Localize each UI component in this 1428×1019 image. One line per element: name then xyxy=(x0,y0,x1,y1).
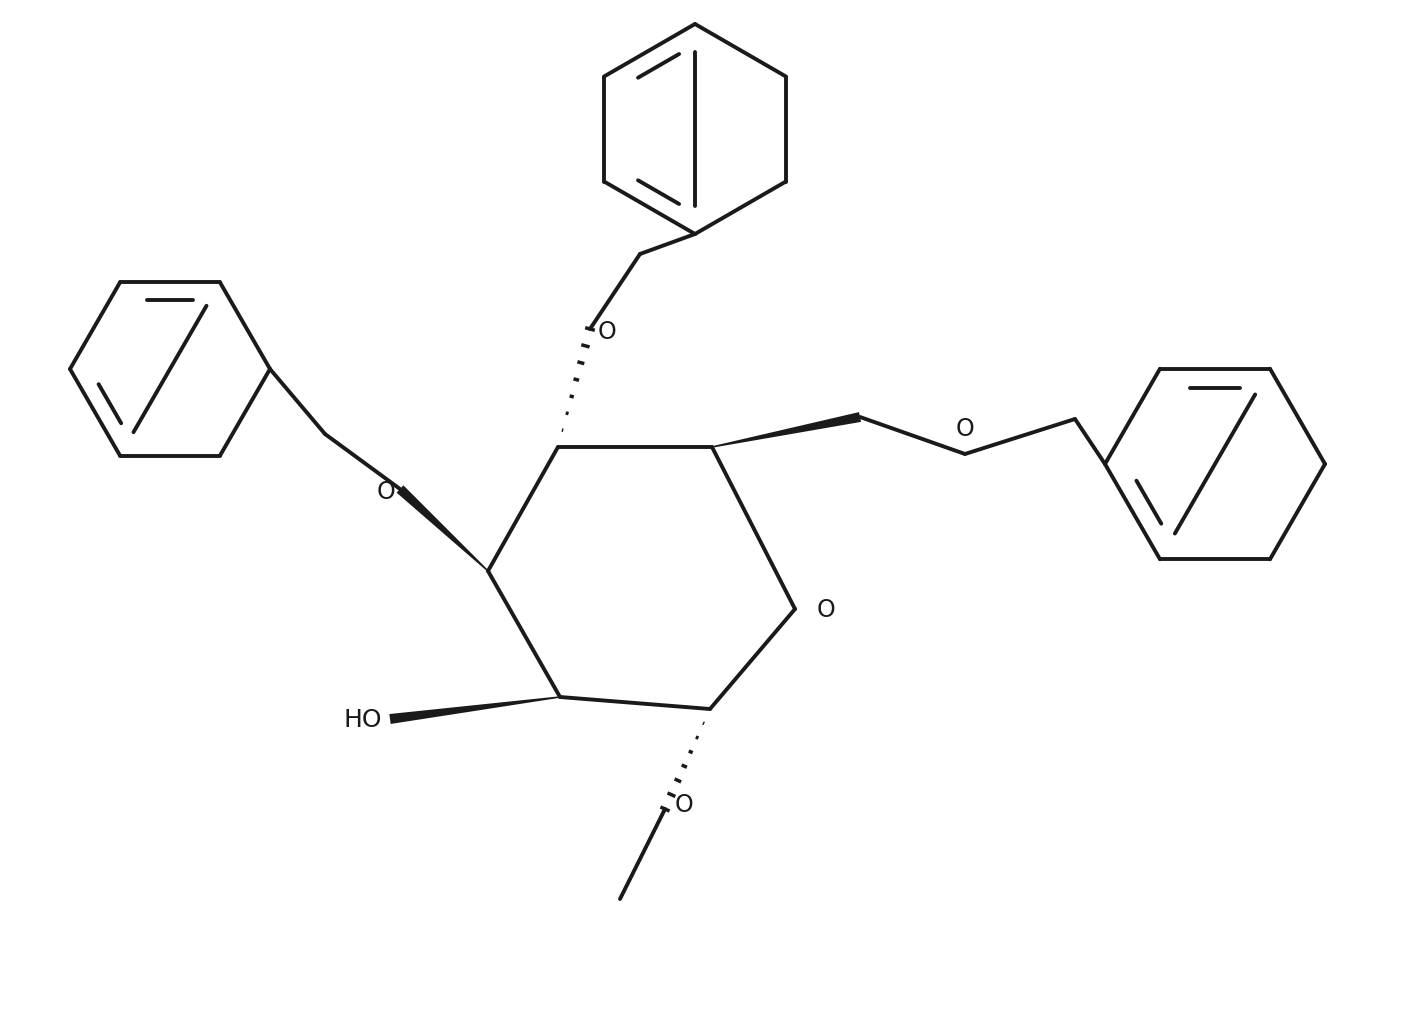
Text: HO: HO xyxy=(344,707,383,732)
Polygon shape xyxy=(397,486,488,572)
Text: O: O xyxy=(598,320,617,343)
Polygon shape xyxy=(390,697,560,725)
Text: O: O xyxy=(376,480,396,503)
Text: O: O xyxy=(675,792,694,816)
Text: O: O xyxy=(955,417,974,440)
Text: O: O xyxy=(817,597,835,622)
Polygon shape xyxy=(711,413,861,448)
